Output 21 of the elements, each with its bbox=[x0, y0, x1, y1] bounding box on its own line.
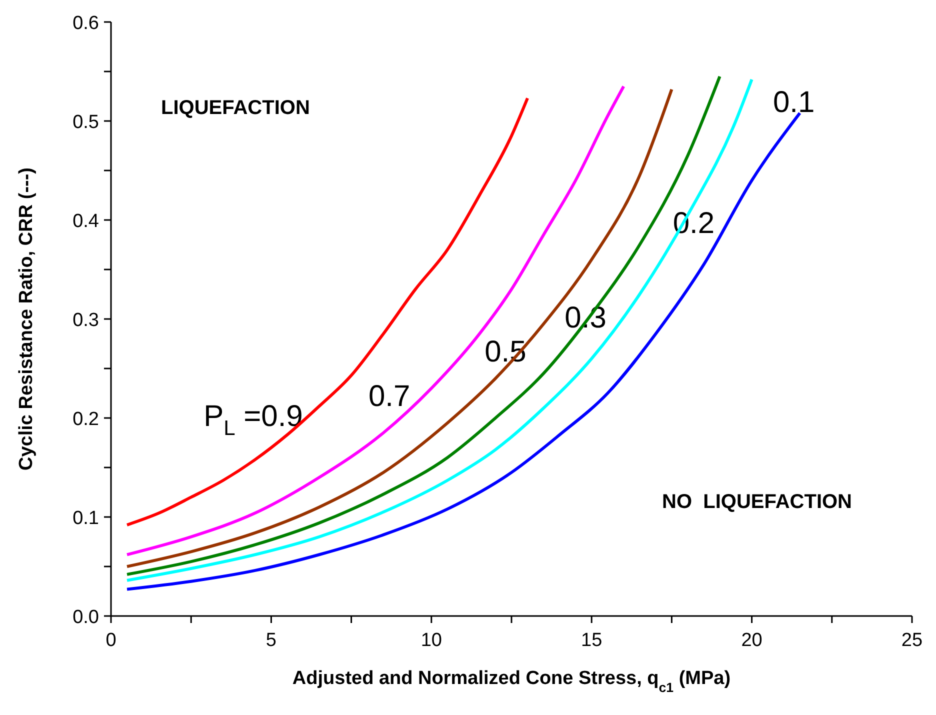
x-tick-label: 15 bbox=[581, 630, 602, 651]
y-tick-label: 0.0 bbox=[72, 607, 99, 628]
y-tick-label: 0.1 bbox=[72, 508, 99, 529]
line-series bbox=[126, 96, 530, 526]
series-label: 0.1 bbox=[773, 86, 815, 119]
series-label: P$_{L}$ =0.9 bbox=[204, 400, 303, 440]
y-tick-label: 0.5 bbox=[72, 112, 99, 133]
x-tick-label: 20 bbox=[741, 630, 762, 651]
annotation: NO LIQUEFACTION bbox=[662, 491, 852, 513]
y-tick-label: 0.4 bbox=[72, 211, 100, 232]
x-tick-label: 5 bbox=[266, 630, 276, 651]
annotation: LIQUEFACTION bbox=[161, 97, 310, 119]
x-tick-label: 0 bbox=[106, 630, 116, 651]
x-tick-label: 25 bbox=[901, 630, 923, 651]
y-tick-label: 0.2 bbox=[72, 409, 99, 430]
x-axis-title: Adjusted and Normalized Cone Stress, q$_{c1}$ (MPa) bbox=[292, 668, 731, 694]
y-tick-label: 0.6 bbox=[72, 13, 99, 34]
series-label: 0.7 bbox=[368, 380, 410, 413]
y-tick-label: 0.3 bbox=[72, 310, 99, 331]
x-tick-label: 10 bbox=[420, 630, 442, 651]
y-axis-title: Cyclic Resistance Ratio, CRR (---) bbox=[16, 167, 37, 471]
